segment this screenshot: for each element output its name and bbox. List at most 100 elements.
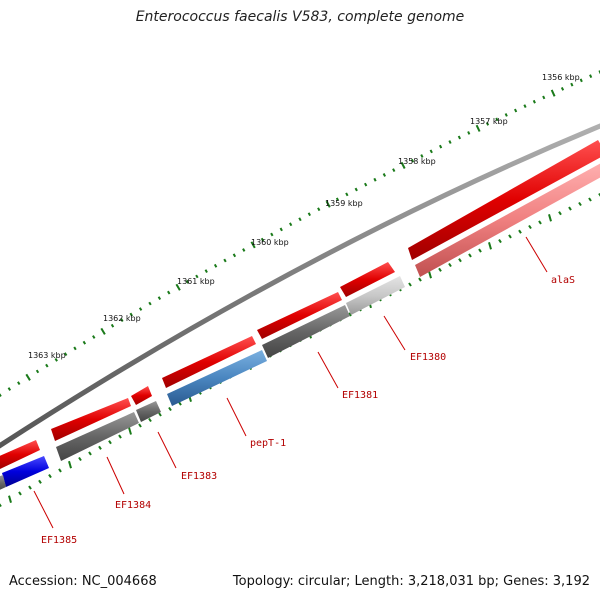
forward-strand-genes bbox=[0, 140, 600, 469]
gene-label[interactable]: EF1380 bbox=[410, 352, 446, 363]
scale-tick bbox=[167, 290, 171, 295]
inner-scale-tick bbox=[528, 224, 532, 230]
scale-tick bbox=[317, 207, 321, 212]
cds-ef1385[interactable] bbox=[2, 456, 49, 487]
scale-tick bbox=[35, 369, 40, 374]
genome-backbone bbox=[0, 123, 600, 449]
inner-scale-tick bbox=[578, 201, 582, 207]
gene-label[interactable]: EF1381 bbox=[342, 390, 378, 401]
scale-tick bbox=[420, 154, 424, 158]
scale-tick bbox=[579, 78, 583, 83]
cds-alaS[interactable] bbox=[415, 162, 600, 277]
accession-text: Accession: NC_004668 bbox=[9, 574, 157, 589]
inner-scale-tick bbox=[538, 220, 542, 225]
inner-scale-tick bbox=[598, 192, 600, 197]
gene-ef1381-arrow[interactable] bbox=[257, 292, 342, 339]
scale-tick bbox=[73, 346, 77, 351]
gene-label[interactable]: pepT-1 bbox=[250, 438, 286, 449]
inner-scale-tick bbox=[508, 234, 512, 239]
scale-tick bbox=[438, 144, 443, 149]
scale-tick bbox=[279, 227, 283, 232]
cds-ef1386-partial[interactable] bbox=[0, 475, 6, 492]
gene-label[interactable]: alaS bbox=[551, 275, 575, 286]
gene-ef1385-arrow[interactable] bbox=[0, 440, 40, 469]
gene-ef1384-arrow[interactable] bbox=[51, 398, 131, 441]
scale-tick bbox=[232, 253, 237, 258]
gene-label[interactable]: EF1383 bbox=[181, 471, 217, 482]
gene-label[interactable]: EF1385 bbox=[41, 535, 77, 546]
inner-scale-tick bbox=[488, 242, 492, 250]
gene-ef1380-arrow[interactable] bbox=[340, 262, 395, 297]
scale-tick bbox=[335, 197, 340, 202]
gene-leader-line bbox=[525, 236, 548, 273]
scale-tick bbox=[550, 89, 556, 97]
inner-scale-tick bbox=[0, 503, 2, 508]
inner-scale-tick bbox=[558, 211, 562, 216]
scale-label: 1357 kbp bbox=[470, 117, 508, 126]
inner-scale-tick bbox=[498, 239, 502, 244]
scale-tick bbox=[92, 335, 96, 339]
cds-ef1380[interactable] bbox=[346, 276, 405, 315]
cds-ef1381[interactable] bbox=[262, 305, 350, 358]
scale-tick bbox=[364, 182, 368, 187]
scale-tick bbox=[429, 149, 433, 154]
scale-tick bbox=[560, 86, 565, 91]
cds-ef1384[interactable] bbox=[56, 412, 139, 461]
genome-title: Enterococcus faecalis V583, complete gen… bbox=[135, 9, 465, 25]
scale-tick bbox=[175, 283, 181, 291]
scale-tick bbox=[410, 158, 415, 163]
scale-tick bbox=[298, 217, 302, 222]
scale-tick bbox=[157, 296, 162, 300]
cds-pept1[interactable] bbox=[167, 350, 267, 406]
inner-scale-tick bbox=[78, 456, 82, 462]
gene-leader-line bbox=[33, 490, 54, 529]
scale-label: 1358 kbp bbox=[398, 157, 436, 166]
scale-label: 1361 kbp bbox=[177, 277, 215, 286]
scale-tick bbox=[448, 140, 452, 144]
inner-scale-tick bbox=[448, 262, 452, 268]
inner-scale-tick bbox=[108, 440, 112, 445]
scale-tick bbox=[475, 124, 481, 132]
inner-scale-tick bbox=[148, 417, 152, 423]
scale-tick bbox=[325, 200, 331, 208]
scale-tick bbox=[345, 192, 349, 197]
scale-tick bbox=[54, 357, 58, 362]
gene-label[interactable]: EF1384 bbox=[115, 500, 151, 511]
scale-tick bbox=[204, 269, 208, 273]
scale-tick bbox=[82, 340, 87, 345]
scale-tick bbox=[589, 74, 593, 79]
gene-pept1-arrow[interactable] bbox=[162, 336, 256, 388]
inner-scale-tick bbox=[588, 197, 592, 202]
inner-scale-tick bbox=[8, 495, 12, 503]
cds-ef1383[interactable] bbox=[136, 401, 161, 422]
gene-alaS-arrow[interactable] bbox=[408, 140, 600, 260]
inner-scale-tick bbox=[478, 248, 482, 253]
scale-tick bbox=[354, 187, 358, 192]
gene-ef1383-arrow[interactable] bbox=[131, 386, 152, 405]
gene-leader-line bbox=[317, 351, 339, 389]
inner-scale-tick bbox=[28, 485, 32, 490]
scale-tick bbox=[120, 318, 124, 323]
scale-tick bbox=[0, 393, 2, 397]
scale-tick bbox=[213, 263, 218, 268]
scale-tick bbox=[523, 104, 527, 109]
scale-tick bbox=[467, 131, 471, 135]
scale-tick bbox=[485, 121, 490, 126]
inner-scale-tick bbox=[158, 412, 162, 417]
inner-scale-tick bbox=[128, 427, 132, 435]
genome-summary-text: Topology: circular; Length: 3,218,031 bp… bbox=[232, 574, 590, 589]
scale-tick bbox=[63, 352, 68, 357]
inner-scale-tick bbox=[408, 282, 412, 287]
scale-tick bbox=[457, 135, 462, 140]
scale-tick bbox=[270, 232, 274, 237]
scale-tick bbox=[400, 161, 406, 169]
inner-scale-tick bbox=[18, 491, 22, 496]
inner-scale-tick bbox=[548, 214, 552, 222]
scale-tick bbox=[7, 387, 12, 391]
scale-tick bbox=[382, 173, 386, 177]
scale-tick bbox=[542, 95, 546, 100]
scale-tick bbox=[223, 258, 227, 263]
scale-tick bbox=[260, 237, 265, 242]
